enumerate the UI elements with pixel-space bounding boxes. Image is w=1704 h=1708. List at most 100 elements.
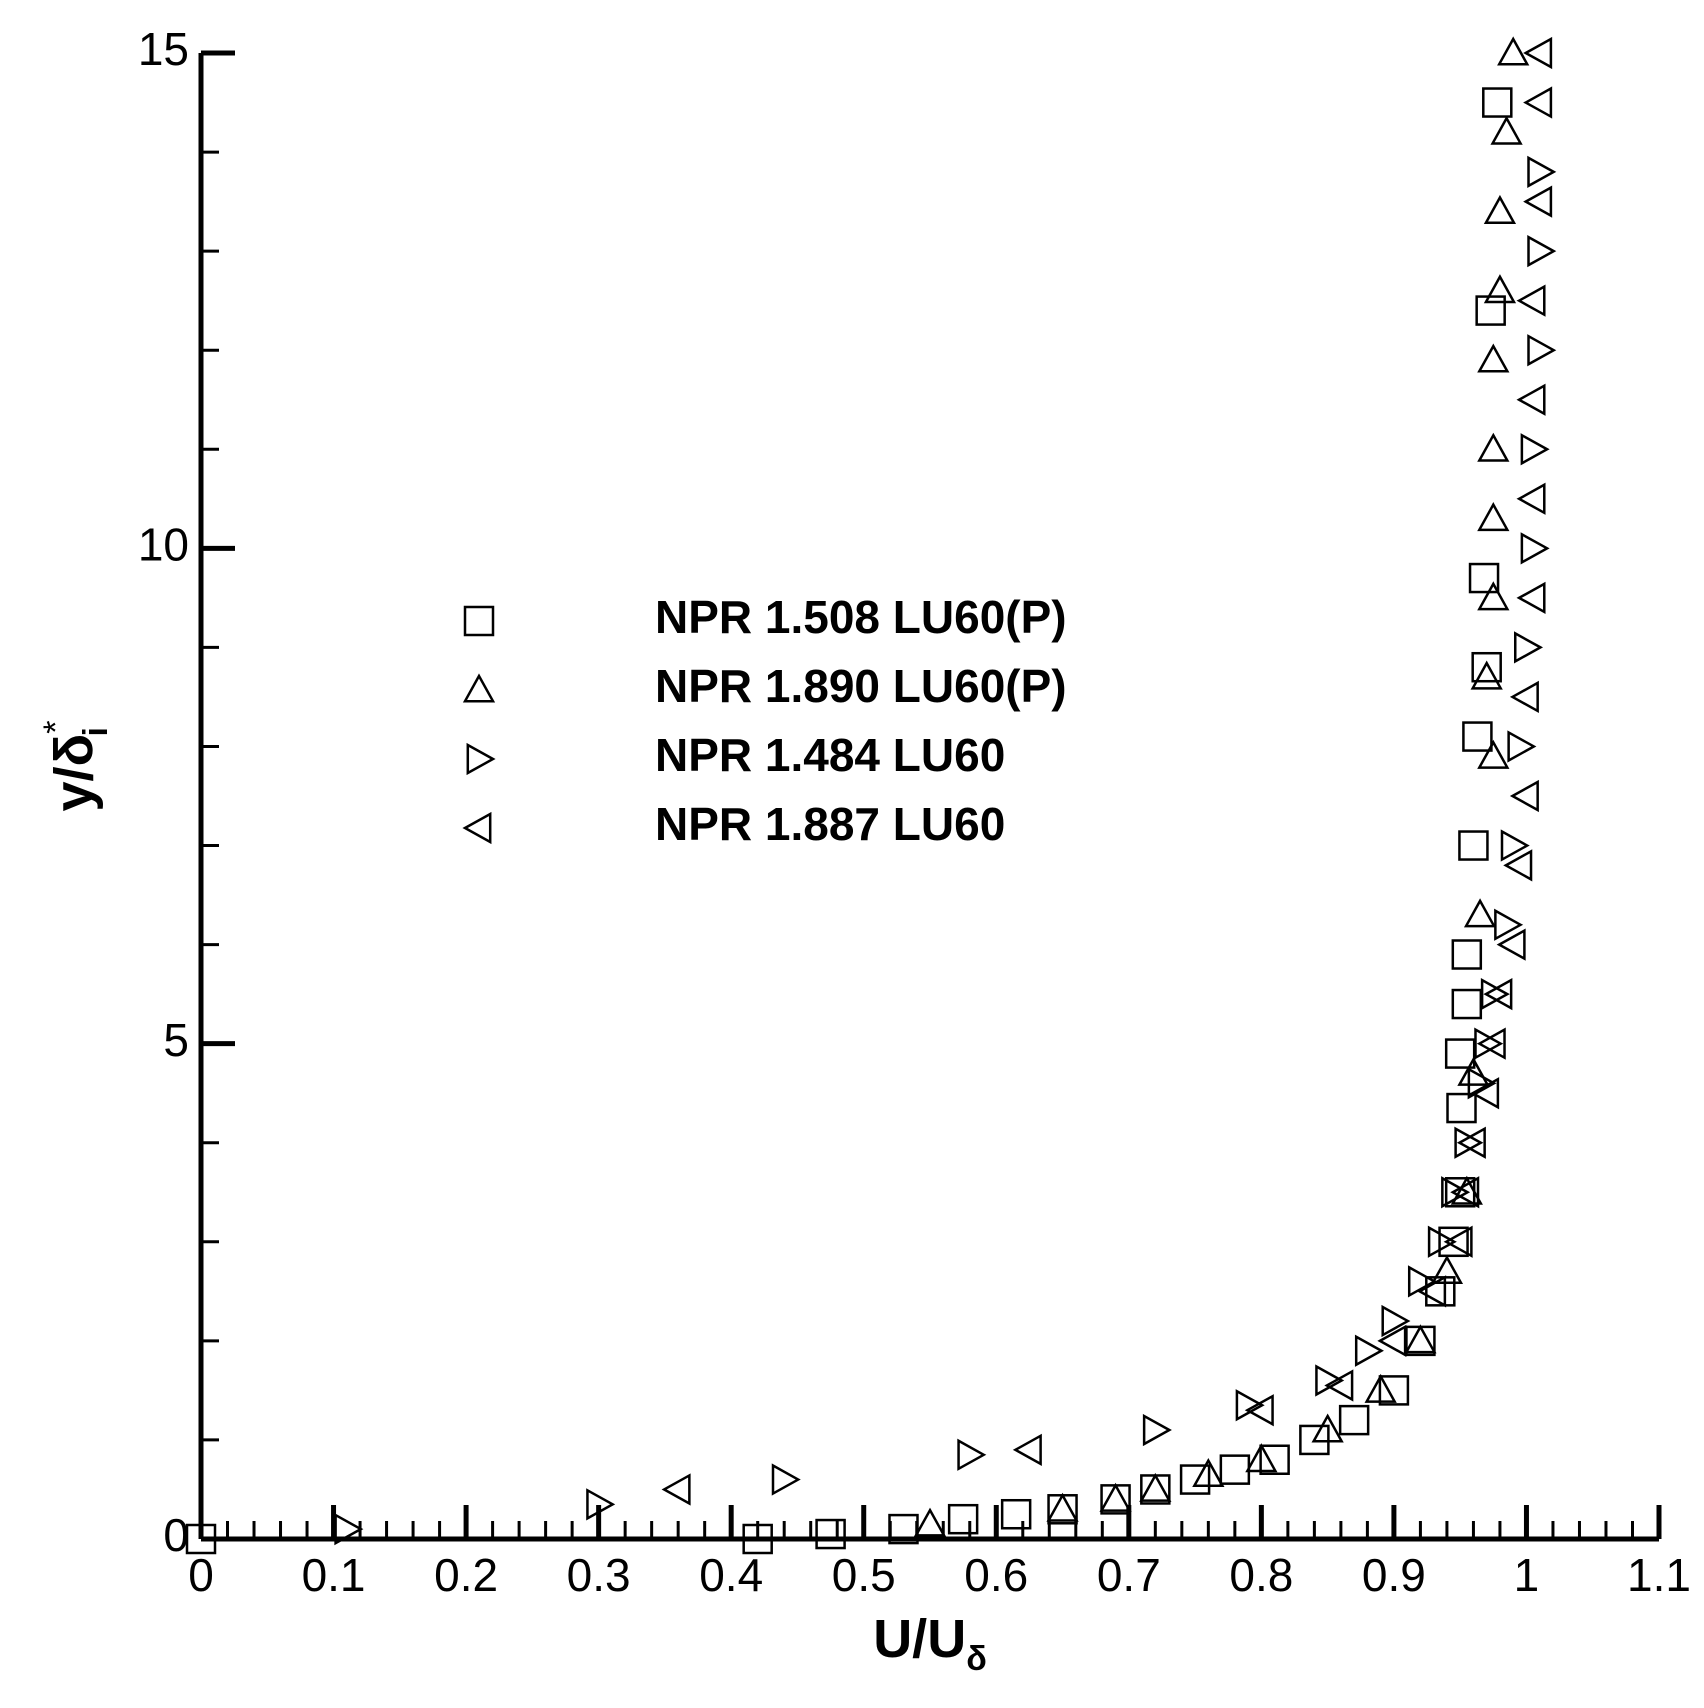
marker-square: [1338, 1404, 1370, 1436]
marker-triangle-left: [1509, 680, 1539, 714]
marker-triangle-left: [1516, 482, 1546, 515]
marker-triangle-up: [1470, 660, 1503, 690]
marker-square: [1047, 1494, 1078, 1525]
marker-triangle-up: [1311, 1413, 1344, 1443]
marker-triangle-left: [1523, 36, 1553, 70]
marker-triangle-up: [1497, 36, 1530, 66]
marker-triangle-right: [466, 742, 496, 776]
marker-triangle-up: [1192, 1458, 1225, 1488]
marker-triangle-up: [1450, 1175, 1483, 1205]
marker-triangle-right: [1354, 1334, 1384, 1367]
marker-triangle-right: [1520, 532, 1550, 565]
y-tick-label: 5: [163, 1014, 189, 1066]
marker-square: [1378, 1375, 1410, 1406]
marker-triangle-left: [1012, 1433, 1042, 1466]
marker-square: [1438, 1226, 1469, 1258]
y-axis-label: y/δ*i: [37, 720, 115, 811]
x-tick-label: 1: [1514, 1549, 1540, 1601]
marker-triangle-right: [1454, 1126, 1484, 1159]
marker-triangle-right: [1407, 1265, 1437, 1298]
y-label-sup: *: [37, 720, 75, 733]
marker-square: [185, 1523, 217, 1555]
marker-triangle-right: [1480, 978, 1510, 1011]
x-tick-label: 0.6: [964, 1549, 1028, 1601]
marker-triangle-right: [334, 1512, 364, 1546]
marker-triangle-up: [1404, 1324, 1437, 1354]
marker-triangle-up: [1457, 1056, 1490, 1086]
marker-square: [1425, 1276, 1456, 1307]
marker-triangle-left: [1244, 1394, 1274, 1427]
marker-triangle-right: [1467, 1067, 1497, 1100]
marker-square: [1140, 1474, 1171, 1505]
marker-triangle-up: [1463, 898, 1497, 928]
marker-triangle-left: [1324, 1369, 1354, 1402]
marker-triangle-up: [1483, 194, 1517, 224]
marker-triangle-right: [1441, 1176, 1471, 1209]
marker-triangle-left: [1377, 1324, 1407, 1357]
marker-square: [1000, 1498, 1032, 1530]
marker-triangle-right: [1514, 631, 1544, 664]
marker-triangle-up: [1477, 432, 1510, 462]
y-tick-label: 10: [138, 518, 189, 570]
x-tick-label: 1.1: [1627, 1549, 1691, 1601]
marker-triangle-right: [586, 1488, 616, 1521]
marker-triangle-up: [1477, 739, 1510, 769]
marker-triangle-up: [1139, 1472, 1172, 1502]
marker-triangle-up: [1483, 274, 1517, 304]
y-tick-label: 15: [138, 23, 189, 75]
x-tick-label: 0.9: [1362, 1549, 1426, 1601]
marker-square: [1179, 1464, 1211, 1495]
marker-triangle-up: [1099, 1482, 1132, 1512]
marker-square: [1405, 1325, 1436, 1357]
marker-triangle-right: [771, 1463, 801, 1496]
x-tick-label: 0.4: [699, 1549, 763, 1601]
marker-triangle-left: [1450, 1176, 1480, 1209]
x-tick-label: 0.1: [302, 1549, 366, 1601]
x-tick-label: 0.7: [1097, 1549, 1161, 1601]
marker-triangle-right: [1527, 155, 1557, 189]
marker-triangle-right: [1500, 829, 1530, 862]
marker-triangle-right: [1527, 334, 1557, 367]
legend-label: NPR 1.887 LU60: [655, 798, 1005, 850]
marker-square: [463, 605, 495, 637]
marker-triangle-up: [913, 1507, 947, 1537]
marker-square: [1259, 1444, 1290, 1475]
y-label-main: y/δ: [44, 734, 104, 812]
marker-triangle-left: [1516, 284, 1546, 317]
marker-square: [1446, 1092, 1477, 1124]
x-label-main: U/U: [873, 1609, 966, 1669]
marker-triangle-up: [1245, 1443, 1278, 1473]
legend-label: NPR 1.508 LU60(P): [655, 591, 1067, 643]
marker-triangle-up: [1490, 115, 1523, 145]
marker-triangle-left: [661, 1473, 691, 1506]
x-tick-label: 0.2: [434, 1549, 498, 1601]
x-tick-label: 0.8: [1229, 1549, 1293, 1601]
marker-triangle-left: [1470, 1077, 1500, 1110]
marker-triangle-right: [1381, 1304, 1411, 1338]
y-tick-label: 0: [163, 1509, 189, 1561]
marker-triangle-left: [1509, 779, 1539, 813]
marker-triangle-up: [1477, 581, 1510, 611]
marker-triangle-right: [1520, 433, 1550, 466]
marker-triangle-up: [1046, 1492, 1079, 1522]
marker-triangle-left: [1496, 928, 1526, 961]
marker-triangle-right: [957, 1438, 987, 1471]
marker-square: [1462, 721, 1493, 752]
marker-triangle-right: [1527, 235, 1557, 268]
marker-square: [1444, 1038, 1476, 1069]
marker-square: [1100, 1484, 1131, 1515]
x-label-sub: δ: [966, 1640, 987, 1678]
marker-square: [1451, 939, 1483, 970]
marker-square: [1471, 651, 1502, 683]
marker-triangle-right: [1507, 730, 1537, 763]
y-label-sub: i: [77, 727, 115, 736]
marker-triangle-right: [1427, 1225, 1457, 1258]
x-tick-label: 0.5: [832, 1549, 896, 1601]
marker-square: [742, 1523, 773, 1555]
legend-label: NPR 1.890 LU60(P): [655, 660, 1067, 712]
marker-square: [888, 1513, 919, 1545]
marker-triangle-left: [462, 811, 492, 845]
x-tick-label: 0.3: [567, 1549, 631, 1601]
